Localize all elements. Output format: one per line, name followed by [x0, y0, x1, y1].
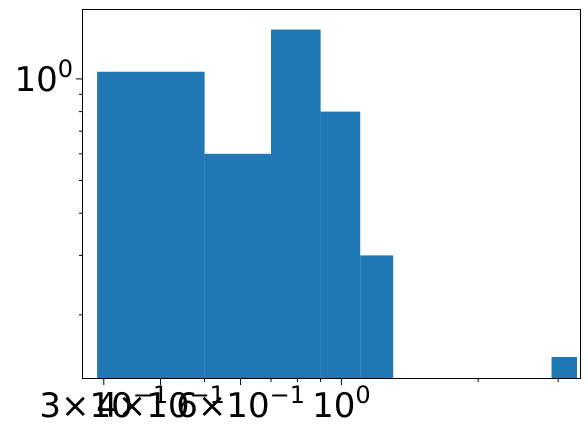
plot-frame [82, 9, 581, 379]
histogram-bar-6 [551, 357, 578, 378]
x-tick-base: 10 [312, 386, 355, 426]
histogram-bar-2 [271, 29, 321, 379]
x-tick-exponent: −1 [190, 381, 225, 409]
y-tick-exponent: 0 [58, 55, 73, 83]
histogram-bar-3 [320, 111, 361, 379]
x-tick-label-1: 4×10−1 [96, 381, 225, 426]
x-tick-label-3: 100 [312, 381, 371, 426]
histogram-bar-1 [204, 153, 272, 378]
x-tick-label-2: 6×10−1 [176, 381, 305, 426]
x-tick-exponent: −1 [133, 381, 168, 409]
x-tick-exponent: −1 [270, 381, 305, 409]
bars-layer [97, 29, 578, 379]
histogram-bar-4 [360, 255, 394, 378]
histogram-bar-0 [97, 71, 205, 379]
x-tick-exponent: 0 [355, 381, 370, 409]
y-tick-label-0: 100 [14, 55, 73, 100]
x-tick-base: 3×10 [39, 386, 132, 426]
x-tick-base: 6×10 [176, 386, 269, 426]
y-tick-base: 10 [14, 60, 57, 100]
x-tick-label-0: 3×10−1 [39, 381, 168, 426]
x-tick-base: 4×10 [96, 386, 189, 426]
